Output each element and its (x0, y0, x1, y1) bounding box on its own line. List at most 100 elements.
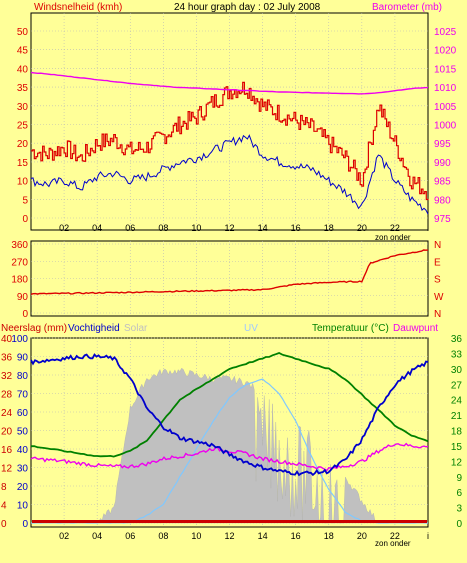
x-tick-label: 20 (357, 531, 367, 541)
x-tick-label: 10 (191, 223, 201, 233)
x-tick-label: 02 (59, 223, 69, 233)
rain-axis-label: Neerslag (mm) (1, 323, 67, 334)
barometer-tick-label: 1010 (434, 83, 457, 94)
rain-tick-label: 12 (1, 464, 13, 475)
direction-tick-label: 90 (17, 292, 29, 303)
rain-tick-label: 0 (1, 519, 7, 530)
temperature-tick-label: 27 (451, 380, 463, 391)
x-tick-label: 12 (224, 223, 234, 233)
dewpoint-line (30, 442, 429, 472)
barometer-tick-label: 995 (434, 139, 451, 150)
rain-tick-label: 4 (1, 501, 7, 512)
barometer-tick-label: 980 (434, 195, 451, 206)
temperature-tick-label: 33 (451, 349, 463, 360)
temperature-tick-label: 24 (451, 396, 463, 407)
humidity-line (30, 353, 429, 477)
x-tick-label: 04 (92, 531, 102, 541)
barometer-axis-label: Barometer (mb) (372, 2, 442, 13)
barometer-tick-label: 985 (434, 177, 451, 188)
x-tick-label: 08 (158, 531, 168, 541)
rain-tick-label: 24 (1, 408, 13, 419)
humidity-tick-label: 90 (17, 353, 29, 364)
wind-direction-grid (31, 241, 428, 316)
wind-tick-label: 15 (17, 158, 29, 169)
wind-gust-line (31, 81, 429, 201)
barometer-tick-label: 990 (434, 158, 451, 169)
temperature-tick-label: 6 (456, 488, 462, 499)
barometer-line (30, 71, 429, 95)
rain-tick-label: 20 (1, 427, 13, 438)
dewpoint-axis-label: Dauwpunt (393, 323, 438, 334)
temperature-tick-label: 12 (451, 457, 463, 468)
humidity-tick-label: 40 (17, 445, 29, 456)
temperature-tick-label: 9 (456, 473, 462, 484)
barometer-tick-label: 1000 (434, 121, 457, 132)
chart-title: 24 hour graph day : 02 July 2008 (174, 2, 321, 13)
compass-tick-label: N (434, 240, 441, 251)
wind-direction-series (30, 249, 429, 295)
rain-tick-label: 8 (1, 482, 7, 493)
rain-bar (32, 520, 427, 523)
x-tick-label: 22 (390, 531, 400, 541)
compass-tick-label: S (434, 275, 441, 286)
x-tick-label: 04 (92, 223, 102, 233)
direction-tick-label: 0 (22, 309, 28, 320)
wind-tick-label: 0 (22, 214, 28, 225)
wind-tick-label: 10 (17, 177, 29, 188)
humidity-tick-label: 60 (17, 408, 29, 419)
wind-speed-line (30, 134, 429, 215)
x-tick-label: 08 (158, 223, 168, 233)
x-tick-label: 20 (357, 223, 367, 233)
temperature-line (30, 352, 429, 458)
wind-tick-label: 25 (17, 121, 29, 132)
humidity-tick-label: 100 (11, 334, 28, 345)
x-tick-label: 14 (258, 531, 268, 541)
rain-tick-label: 40 (1, 334, 13, 345)
x-note-bottom: zon onder (375, 539, 411, 548)
rain-tick-label: 32 (1, 371, 13, 382)
barometer-tick-label: 1005 (434, 102, 457, 113)
x-tick-label: 16 (291, 531, 301, 541)
compass-tick-label: W (434, 292, 444, 303)
temperature-tick-label: 30 (451, 365, 463, 376)
x-tick-label: 06 (125, 223, 135, 233)
x-tick-label: 18 (324, 223, 334, 233)
rain-tick-label: 36 (1, 353, 13, 364)
wind-tick-label: 50 (17, 27, 29, 38)
wind-tick-label: 40 (17, 64, 29, 75)
compass-tick-label: N (434, 309, 441, 320)
temperature-tick-label: 36 (451, 334, 463, 345)
humidity-tick-label: 20 (17, 482, 29, 493)
x-tick-label: i (427, 531, 429, 541)
humidity-axis-label: Vochtigheid (68, 323, 120, 334)
humidity-tick-label: 10 (17, 501, 29, 512)
barometer-tick-label: 1020 (434, 46, 457, 57)
temperature-axis-label: Temperatuur (°C) (312, 323, 389, 334)
x-tick-label: 10 (191, 531, 201, 541)
humidity-tick-label: 30 (17, 464, 29, 475)
humidity-tick-label: 50 (17, 427, 29, 438)
barometer-tick-label: 1025 (434, 27, 457, 38)
direction-tick-label: 360 (11, 240, 28, 251)
x-tick-label: i (427, 223, 429, 233)
rain-tick-label: 28 (1, 390, 13, 401)
barometer-tick-label: 975 (434, 214, 451, 225)
x-tick-label: 12 (224, 531, 234, 541)
temperature-tick-label: 18 (451, 427, 463, 438)
wind-pressure-axes: 0510152025303540455097598098599099510001… (17, 27, 457, 233)
temperature-tick-label: 0 (456, 519, 462, 530)
direction-tick-label: 180 (11, 275, 28, 286)
solar-axis-label: Solar (124, 323, 148, 334)
wind-direction-axes: 0 N 90 W 180 S 270 E 360 N (11, 240, 444, 320)
uv-axis-label: UV (244, 323, 258, 334)
humidity-tick-label: 0 (22, 519, 28, 530)
barometer-tick-label: 1015 (434, 64, 457, 75)
x-note-top: zon onder (375, 233, 411, 242)
temperature-tick-label: 3 (456, 504, 462, 515)
humidity-tick-label: 70 (17, 390, 29, 401)
x-tick-label: 22 (390, 223, 400, 233)
wind-tick-label: 5 (22, 195, 28, 206)
rain-tick-label: 16 (1, 445, 13, 456)
temperature-tick-label: 21 (451, 411, 463, 422)
